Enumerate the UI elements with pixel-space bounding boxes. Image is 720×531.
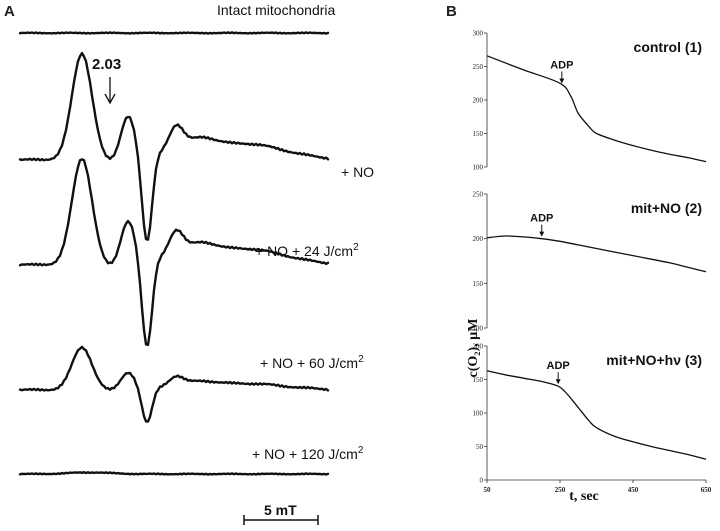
epr-trace-label-no: + NO [341, 164, 374, 180]
epr-trace-label-no-24: + NO + 24 J/cm2 [255, 242, 359, 259]
epr-trace-4 [18, 471, 330, 476]
scale-bar [243, 515, 319, 525]
x-axis-title: t, sec [569, 489, 599, 504]
adp-arrow-head [559, 78, 565, 84]
x-tick-label: 50 [484, 486, 492, 494]
x-tick-label: 650 [701, 486, 712, 494]
y-tick-label: 50 [476, 443, 484, 451]
epr-trace-3 [18, 345, 330, 423]
y-tick-label: 250 [473, 191, 484, 199]
adp-label: ADP [550, 59, 573, 71]
epr-trace-1 [18, 51, 330, 241]
y-tick-label: 150 [473, 376, 484, 384]
adp-arrow-head [555, 379, 561, 385]
epr-trace-0 [18, 31, 330, 35]
y-tick-label: 200 [473, 235, 484, 243]
condition-title-2: mit+NO (2) [631, 200, 702, 216]
x-tick-label: 450 [628, 486, 639, 494]
adp-label: ADP [547, 360, 570, 372]
epr-spectra [18, 31, 330, 476]
panel-b-letter: B [446, 3, 457, 20]
panel-a-letter: A [4, 3, 15, 20]
epr-trace-label-no-120: + NO + 120 J/cm2 [252, 445, 364, 462]
y-tick-label: 250 [473, 63, 484, 71]
oxygen-plots: 100 150 200 250 300 ADP control (1) 100 150 200 25… [473, 30, 712, 495]
epr-trace-2 [18, 158, 330, 347]
scale-bar-label: 5 mT [264, 502, 297, 518]
epr-trace-label-no-60: + NO + 60 J/cm2 [260, 354, 364, 371]
epr-trace-label-intact: Intact mitochondria [217, 2, 335, 18]
oxygen-curve-3 [486, 370, 707, 460]
y-tick-label: 300 [473, 30, 484, 38]
y-tick-label: 200 [473, 97, 484, 105]
y-tick-label: 200 [473, 343, 484, 351]
x-tick-label: 250 [555, 486, 566, 494]
y-tick-label: 150 [473, 130, 484, 138]
y-tick-label: 0 [480, 477, 484, 485]
condition-title-3: mit+NO+hν (3) [606, 352, 702, 368]
y-tick-label: 100 [473, 164, 484, 172]
g-factor-arrow [104, 77, 116, 105]
adp-label: ADP [530, 213, 553, 225]
oxygen-curve-2 [486, 235, 707, 273]
oxygen-curve-1 [486, 55, 707, 163]
g-factor-label: 2.03 [92, 56, 121, 73]
y-tick-label: 100 [473, 410, 484, 418]
y-tick-label: 150 [473, 280, 484, 288]
adp-arrow-head [539, 231, 545, 237]
y-tick-label: 100 [473, 325, 484, 333]
y-axis-title: c(O₂), µM [466, 319, 481, 378]
condition-title-1: control (1) [634, 39, 702, 55]
